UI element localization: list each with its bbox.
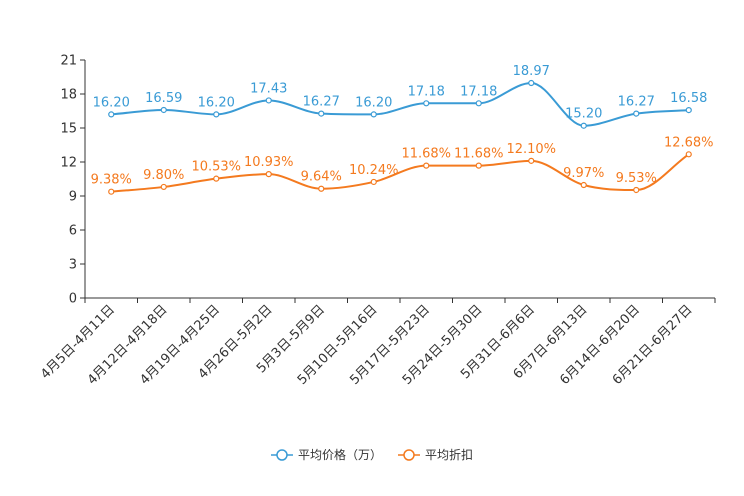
data-label: 9.38% bbox=[91, 173, 132, 188]
data-point[interactable] bbox=[108, 188, 115, 195]
data-point[interactable] bbox=[265, 97, 272, 104]
legend-item[interactable]: 平均价格（万） bbox=[270, 447, 382, 462]
data-label: 10.53% bbox=[191, 160, 241, 175]
data-point[interactable] bbox=[580, 122, 587, 129]
data-point[interactable] bbox=[423, 100, 430, 107]
data-point[interactable] bbox=[475, 162, 482, 169]
data-label: 16.58 bbox=[670, 91, 707, 106]
data-point[interactable] bbox=[160, 106, 167, 114]
data-point[interactable] bbox=[108, 111, 115, 118]
chart-legend[interactable]: 平均价格（万） 平均折扣 bbox=[270, 447, 473, 462]
data-point[interactable] bbox=[685, 151, 692, 158]
data-label: 17.43 bbox=[250, 81, 287, 96]
data-label: 10.24% bbox=[349, 163, 399, 178]
data-point[interactable] bbox=[633, 110, 640, 117]
y-tick-label: 15 bbox=[60, 122, 77, 137]
data-point[interactable] bbox=[423, 162, 430, 169]
data-point[interactable] bbox=[213, 175, 220, 182]
data-point[interactable] bbox=[370, 111, 377, 118]
data-label: 17.18 bbox=[460, 84, 497, 99]
data-label: 16.20 bbox=[198, 95, 235, 110]
data-label: 16.27 bbox=[618, 95, 655, 110]
y-tick-label: 18 bbox=[60, 88, 77, 103]
data-label: 18.97 bbox=[513, 64, 550, 79]
data-point[interactable] bbox=[213, 111, 220, 118]
data-label: 9.97% bbox=[563, 166, 604, 181]
series-1: 16.20 16.59 16.20 17.43 16.27 16.20 17.18 17.18… bbox=[93, 64, 707, 129]
data-label: 9.80% bbox=[143, 168, 184, 183]
y-tick-label: 3 bbox=[69, 258, 77, 273]
data-point[interactable] bbox=[633, 186, 640, 194]
y-tick-label: 9 bbox=[69, 190, 77, 205]
data-label: 10.93% bbox=[244, 155, 294, 170]
series-lines: 16.20 16.59 16.20 17.43 16.27 16.20 17.18 17.18… bbox=[91, 64, 714, 195]
y-tick-label: 21 bbox=[60, 54, 77, 69]
data-point[interactable] bbox=[265, 171, 272, 178]
y-tick-label: 6 bbox=[69, 224, 77, 239]
series-2: 9.38% 9.80%10.53% 10.93%9.64% 10.24%11.68% 1… bbox=[91, 135, 714, 195]
data-point[interactable] bbox=[370, 178, 377, 186]
data-label: 12.68% bbox=[664, 135, 714, 150]
data-label: 16.20 bbox=[93, 95, 130, 110]
data-point[interactable] bbox=[160, 183, 167, 191]
data-label: 16.27 bbox=[303, 95, 340, 110]
data-label: 12.10% bbox=[506, 142, 556, 157]
data-label: 11.68% bbox=[401, 147, 451, 162]
data-label: 11.68% bbox=[454, 147, 504, 162]
data-point[interactable] bbox=[528, 157, 535, 164]
data-point[interactable] bbox=[685, 106, 692, 114]
legend-label: 平均折扣 bbox=[425, 447, 473, 462]
data-point[interactable] bbox=[580, 181, 587, 189]
data-label: 16.20 bbox=[355, 95, 392, 110]
legend-label: 平均价格（万） bbox=[298, 447, 382, 462]
y-tick-label: 0 bbox=[69, 292, 77, 307]
legend-marker-icon bbox=[276, 449, 288, 461]
data-point[interactable] bbox=[318, 110, 325, 117]
data-label: 9.53% bbox=[616, 171, 657, 186]
series-line bbox=[111, 153, 690, 193]
legend-marker-icon bbox=[403, 449, 415, 461]
data-label: 9.64% bbox=[301, 170, 342, 185]
legend-item[interactable]: 平均折扣 bbox=[398, 447, 473, 462]
data-point[interactable] bbox=[475, 100, 482, 107]
data-label: 16.59 bbox=[145, 91, 182, 106]
y-tick-label: 12 bbox=[60, 156, 77, 171]
data-label: 17.18 bbox=[408, 84, 445, 99]
data-point[interactable] bbox=[318, 185, 325, 192]
data-label: 15.20 bbox=[565, 107, 602, 122]
data-point[interactable] bbox=[528, 79, 535, 87]
